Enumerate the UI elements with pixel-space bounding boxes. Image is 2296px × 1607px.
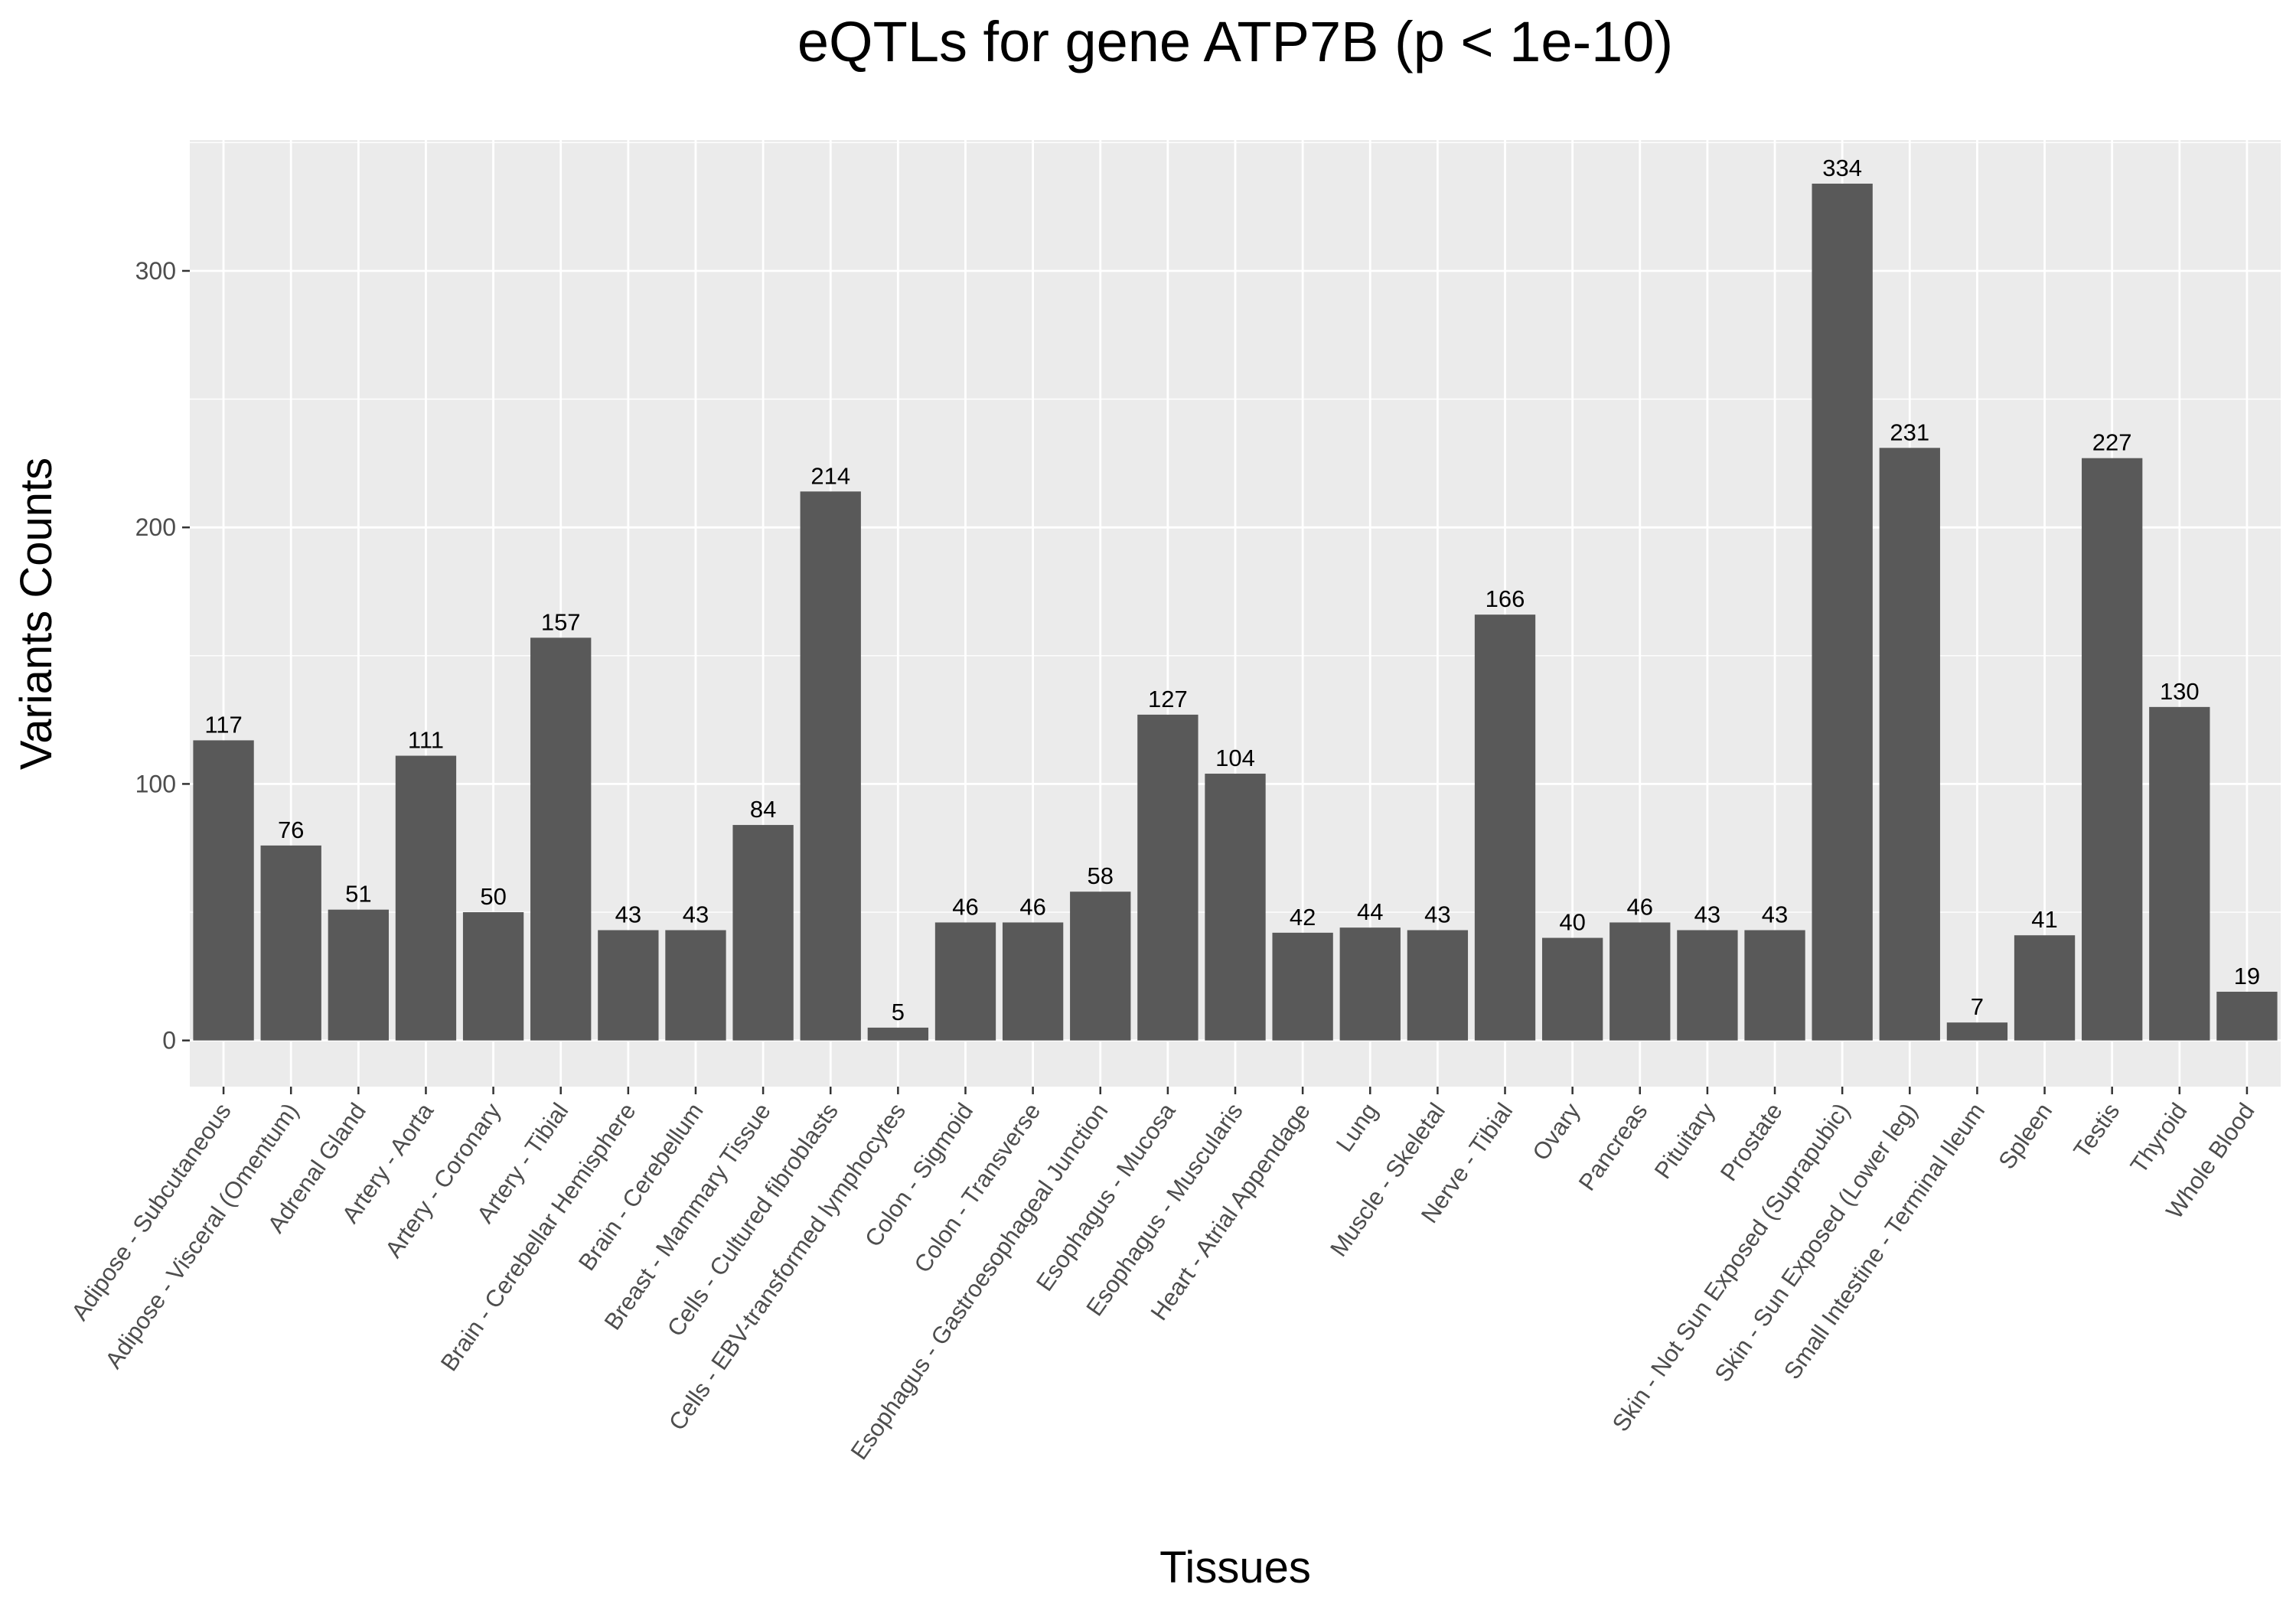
bar — [328, 909, 389, 1041]
bar — [1879, 448, 1940, 1041]
data-label: 51 — [345, 881, 371, 908]
bar — [1339, 927, 1401, 1041]
data-label: 19 — [2234, 963, 2260, 989]
y-tick-label: 200 — [135, 513, 176, 541]
data-labels: 117 76 51 111 50 157 43 43 84 214 5 46 46 58 127 104 42 4… — [204, 155, 2260, 1025]
bar — [800, 491, 861, 1041]
bar — [1070, 892, 1131, 1041]
bar — [1407, 930, 1469, 1041]
bar — [1744, 930, 1805, 1041]
y-axis-title: Variants Counts — [11, 458, 61, 770]
data-label: 46 — [1019, 893, 1045, 920]
data-label: 43 — [1424, 901, 1450, 928]
data-label: 44 — [1357, 898, 1383, 925]
bar — [2082, 458, 2143, 1041]
data-label: 43 — [1762, 901, 1788, 928]
data-label: 40 — [1559, 909, 1585, 936]
bar — [1137, 714, 1199, 1041]
x-tick-label: Lung — [1331, 1098, 1383, 1157]
bar — [598, 930, 659, 1041]
bar — [462, 912, 524, 1041]
data-label: 117 — [204, 711, 242, 738]
x-tick-label: Pituitary — [1649, 1098, 1720, 1184]
x-tick-label: Esophagus - Gastroesophageal Junction — [846, 1098, 1114, 1465]
bar — [665, 930, 726, 1041]
data-label: 41 — [2031, 906, 2057, 933]
bar — [2216, 991, 2278, 1041]
data-label: 127 — [1148, 686, 1188, 712]
x-tick-label: Thyroid — [2125, 1098, 2193, 1178]
bar — [2149, 706, 2210, 1041]
data-label: 42 — [1290, 904, 1316, 931]
data-label: 231 — [1890, 419, 1929, 445]
data-label: 43 — [1694, 901, 1720, 928]
bar — [530, 637, 592, 1041]
x-tick-label: Pancreas — [1574, 1098, 1653, 1195]
bar — [1002, 922, 1064, 1041]
data-label: 46 — [952, 893, 978, 920]
bar — [395, 755, 457, 1041]
data-label: 76 — [278, 817, 304, 843]
x-tick-label: Prostate — [1715, 1098, 1788, 1186]
y-tick-label: 0 — [162, 1027, 176, 1054]
bar — [193, 740, 254, 1041]
bar — [732, 825, 794, 1041]
data-label: 7 — [1971, 993, 1984, 1020]
bar — [1205, 774, 1266, 1041]
data-label: 227 — [2092, 429, 2132, 456]
bar — [1541, 937, 1603, 1041]
bar — [2014, 935, 2076, 1041]
bar — [1677, 930, 1738, 1041]
x-tick-label: Ovary — [1527, 1098, 1585, 1165]
bar — [1609, 922, 1671, 1041]
bar — [1946, 1022, 2008, 1041]
y-tick-label: 100 — [135, 770, 176, 797]
data-label: 166 — [1486, 585, 1525, 612]
chart-title: eQTLs for gene ATP7B (p < 1e-10) — [797, 10, 1673, 73]
data-label: 43 — [683, 901, 709, 928]
data-label: 50 — [480, 883, 506, 910]
x-tick-label: Brain - Cerebellum — [573, 1098, 709, 1276]
bar — [1474, 614, 1536, 1041]
data-label: 84 — [750, 796, 776, 823]
data-label: 5 — [892, 999, 905, 1025]
x-axis-title: Tissues — [1159, 1543, 1311, 1592]
data-label: 46 — [1627, 893, 1653, 920]
bar — [934, 922, 996, 1041]
bar — [1812, 183, 1873, 1041]
data-label: 104 — [1215, 745, 1255, 771]
x-tick-label: Colon - Transverse — [908, 1098, 1045, 1278]
data-label: 111 — [408, 727, 444, 754]
x-tick-label: Testis — [2068, 1098, 2125, 1163]
y-axis: 0 100 200 300 — [135, 257, 190, 1054]
data-label: 334 — [1822, 155, 1862, 181]
data-label: 157 — [541, 608, 581, 635]
y-tick-label: 300 — [135, 257, 176, 285]
bar — [260, 845, 321, 1041]
data-label: 43 — [615, 901, 641, 928]
data-label: 130 — [2160, 678, 2200, 705]
bar — [1272, 932, 1333, 1041]
bars-group — [193, 183, 2278, 1041]
data-label: 214 — [810, 462, 850, 489]
x-tick-label: Spleen — [1993, 1098, 2057, 1174]
data-label: 58 — [1087, 862, 1113, 889]
bar — [867, 1027, 929, 1041]
